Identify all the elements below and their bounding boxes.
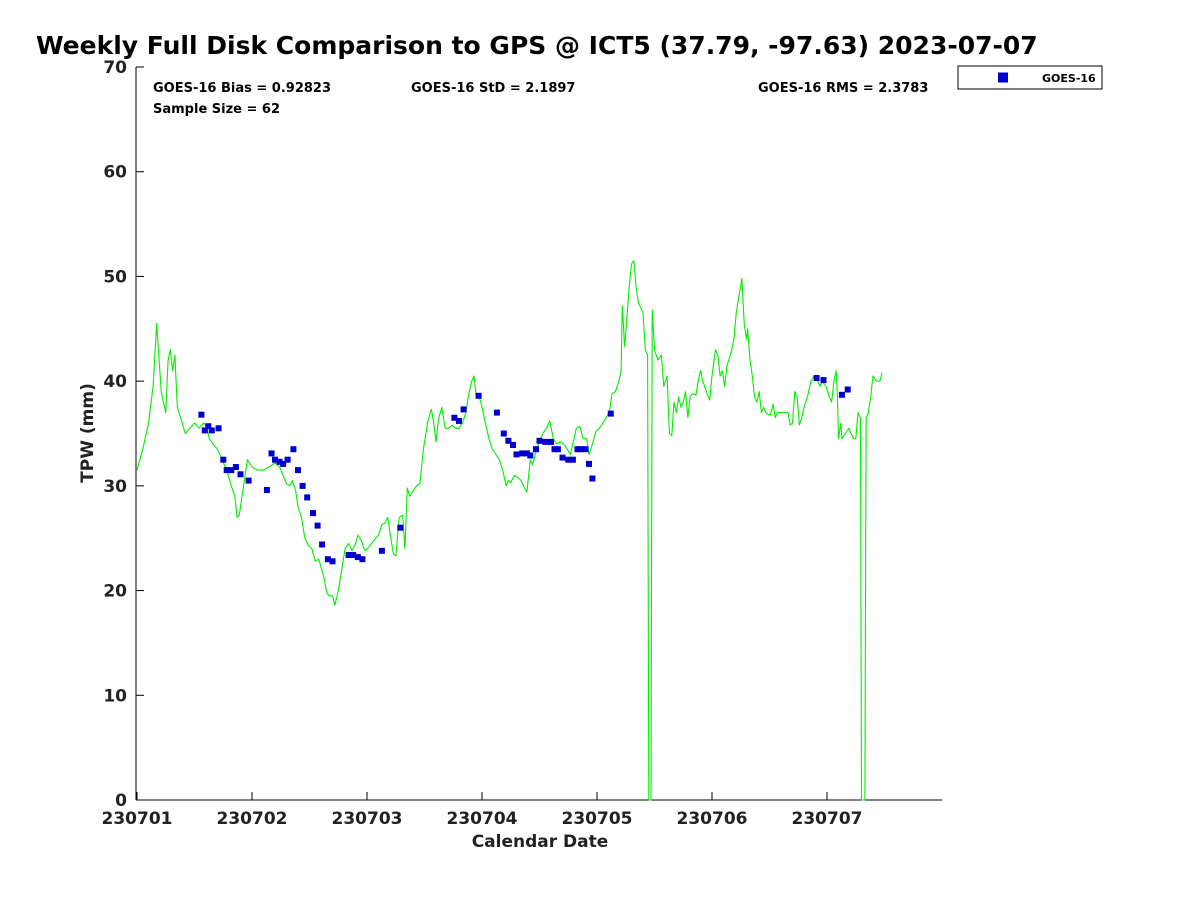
plot-area [135, 67, 942, 801]
goes-16-point [569, 456, 576, 463]
goes-16-point [232, 464, 239, 470]
goes-16-point [460, 406, 467, 413]
goes-16-point [519, 450, 526, 457]
goes-16-point [527, 452, 534, 459]
x-axis-ticks: 230701 230702 230703 230704 230705 230706 2307… [102, 792, 863, 829]
goes-16-point [577, 446, 584, 453]
y-tick-label: 50 [103, 267, 127, 287]
goes-16-point [533, 446, 539, 453]
goes-16-point [548, 438, 554, 445]
goes-16-point [263, 487, 270, 493]
legend-marker-goes-16 [998, 72, 1008, 83]
goes-16-point [245, 477, 252, 484]
goes-16-point [542, 438, 549, 445]
goes-16-point [451, 414, 458, 421]
goes-16-point [205, 423, 212, 430]
goes-16-point [586, 460, 592, 467]
sample-size-stat: Sample Size = 62 [153, 102, 280, 117]
goes-16-point [493, 409, 500, 416]
goes-16-point [500, 430, 507, 437]
goes-16-point [345, 552, 352, 558]
goes-16-point [582, 446, 589, 453]
y-tick-label: 0 [115, 791, 127, 811]
goes-16-point [820, 377, 827, 384]
goes-16-point [505, 437, 512, 444]
goes-16-point [350, 552, 357, 558]
stats-annotations: GOES-16 Bias = 0.92823 GOES-16 StD = 2.1… [153, 81, 928, 117]
goes-16-point [813, 375, 820, 381]
goes-16-point [354, 554, 361, 561]
goes-16-point [378, 547, 385, 554]
goes-16-series [198, 375, 851, 565]
goes-16-point [536, 437, 543, 444]
x-tick-label: 230703 [332, 809, 403, 829]
x-tick-label: 230701 [102, 809, 173, 829]
goes-16-point [310, 510, 316, 517]
y-tick-label: 60 [103, 163, 127, 183]
goes-16-point [565, 456, 572, 463]
gps-series [136, 260, 883, 801]
goes-16-point [456, 417, 462, 424]
legend-label-goes-16: GOES-16 [1042, 72, 1096, 85]
goes-16-point [314, 522, 321, 529]
goes-16-point [295, 467, 301, 474]
goes-16-point [276, 458, 283, 465]
goes-16-point [272, 456, 278, 463]
y-tick-label: 30 [103, 477, 127, 497]
goes-16-point [223, 467, 230, 474]
goes-16-point [554, 446, 561, 453]
goes-16-point [397, 524, 404, 531]
goes-16-point [268, 450, 275, 457]
legend: GOES-16 [957, 65, 1103, 90]
bias-stat: GOES-16 Bias = 0.92823 [153, 81, 331, 96]
y-tick-label: 20 [103, 582, 127, 602]
std-stat: GOES-16 StD = 2.1897 [411, 81, 575, 96]
chart-title: Weekly Full Disk Comparison to GPS @ ICT… [36, 31, 1038, 60]
x-tick-label: 230704 [447, 809, 518, 829]
goes-16-point [201, 427, 208, 434]
goes-16-point [510, 442, 516, 448]
goes-16-point [304, 494, 311, 501]
goes-16-point [319, 541, 326, 548]
goes-16-point [607, 410, 614, 417]
goes-16-point [589, 475, 596, 482]
goes-16-point [523, 450, 530, 457]
gps-line [136, 260, 883, 801]
y-tick-label: 40 [103, 372, 127, 392]
goes-16-point [559, 454, 566, 461]
goes-16-point [284, 456, 291, 463]
goes-16-point [290, 446, 297, 453]
goes-16-point [324, 556, 331, 563]
x-axis-label: Calendar Date [472, 832, 609, 852]
x-tick-label: 230707 [792, 809, 863, 829]
y-tick-label: 70 [103, 58, 127, 78]
goes-16-point [359, 556, 366, 563]
goes-16-point [280, 460, 287, 467]
y-axis-label: TPW (mm) [78, 383, 98, 483]
goes-16-point [838, 391, 845, 398]
y-tick-label: 10 [103, 686, 127, 706]
x-tick-label: 230705 [562, 809, 633, 829]
goes-16-point [475, 392, 482, 399]
goes-16-point [198, 411, 205, 418]
goes-16-point [220, 456, 227, 463]
goes-16-point [844, 386, 851, 393]
goes-16-point [208, 427, 215, 434]
goes-16-point [299, 482, 306, 489]
rms-stat: GOES-16 RMS = 2.3783 [758, 81, 928, 96]
goes-16-point [329, 558, 336, 565]
legend-box [957, 65, 1103, 90]
goes-16-point [574, 446, 581, 453]
goes-16-point [228, 467, 235, 474]
x-tick-label: 230702 [217, 809, 288, 829]
goes-16-point [237, 471, 244, 478]
x-tick-label: 230706 [677, 809, 748, 829]
goes-16-point [513, 451, 520, 458]
goes-16-point [215, 425, 222, 432]
y-axis-ticks: 0 10 20 30 40 50 60 70 [103, 58, 144, 811]
goes-16-point [551, 446, 558, 453]
